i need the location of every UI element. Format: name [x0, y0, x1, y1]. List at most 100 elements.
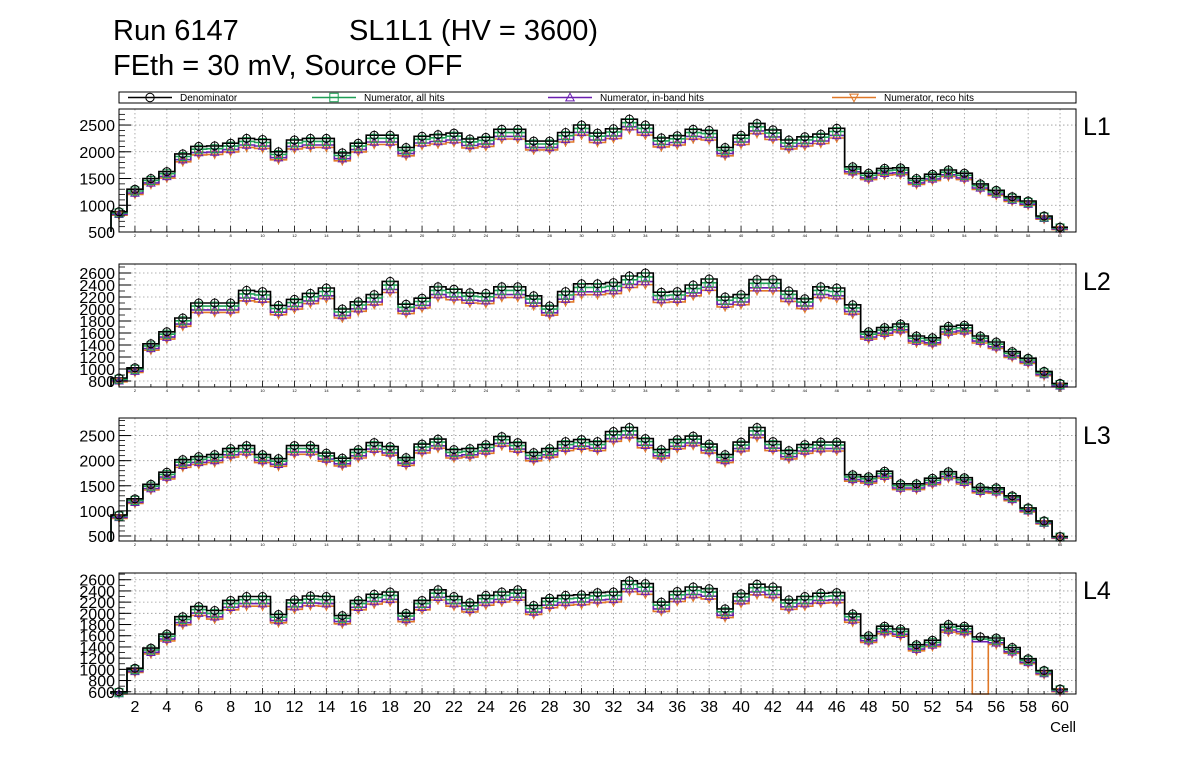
y-tick-label: 500	[88, 529, 115, 546]
data-point-numerator_inband	[911, 336, 922, 345]
data-point-numerator_inband	[177, 617, 188, 627]
data-point-numerator_inband	[927, 639, 938, 649]
x-tick-label: 2	[130, 699, 139, 716]
x-tick-label-small: 58	[1026, 542, 1031, 547]
data-point-denominator	[1023, 196, 1033, 206]
x-tick-label-small: 20	[420, 542, 425, 547]
data-point-denominator	[736, 130, 746, 140]
data-point-numerator_inband	[449, 450, 459, 460]
x-tick-label-small: 16	[356, 542, 361, 547]
data-point-denominator	[912, 479, 921, 489]
x-tick-label-small: 46	[835, 542, 840, 547]
data-point-denominator	[561, 590, 571, 600]
y-tick-label: 1500	[79, 479, 115, 496]
data-point-denominator	[656, 133, 666, 143]
x-tick-label-small: 26	[516, 388, 521, 393]
data-point-denominator	[927, 333, 937, 343]
data-point-numerator_inband	[369, 136, 380, 146]
x-tick-label-small: 20	[420, 388, 425, 393]
data-point-denominator	[577, 590, 587, 600]
y-tick-label: 500	[88, 225, 115, 242]
x-tick-label-small: 12	[292, 233, 297, 238]
data-point-numerator_inband	[784, 451, 794, 461]
x-tick-label-small: 32	[611, 542, 616, 547]
data-point-denominator	[561, 128, 571, 138]
x-tick-label-small: 42	[771, 542, 776, 547]
data-point-numerator_inband	[1007, 195, 1018, 204]
x-tick-label-small: 48	[866, 388, 871, 393]
data-point-denominator	[848, 609, 858, 619]
x-tick-label: 38	[700, 699, 718, 716]
data-point-denominator	[1039, 665, 1049, 675]
data-point-numerator_inband	[130, 366, 140, 375]
series-line-denominator	[110, 580, 1068, 694]
x-tick-label: 34	[636, 699, 654, 716]
data-point-denominator	[880, 163, 890, 173]
x-tick-label-small: 18	[388, 233, 393, 238]
data-point-denominator	[529, 600, 539, 610]
data-point-numerator_inband	[193, 608, 204, 617]
y-tick-label: 1400	[79, 338, 115, 355]
data-point-denominator	[178, 313, 188, 323]
legend-marker-numerator_reco	[848, 93, 860, 103]
x-tick-label-small: 46	[835, 388, 840, 393]
y-tick-label: 2600	[79, 266, 115, 283]
x-tick-label-small: 50	[898, 542, 903, 547]
data-point-denominator	[704, 439, 714, 449]
data-point-denominator	[768, 437, 778, 447]
data-point-denominator	[449, 445, 459, 455]
data-point-numerator_inband	[592, 134, 603, 144]
data-point-numerator_inband	[943, 327, 954, 336]
x-tick-label-small: 48	[866, 233, 871, 238]
data-point-denominator	[289, 441, 299, 451]
x-tick-label-small: 30	[579, 388, 584, 393]
data-point-denominator	[720, 292, 730, 302]
data-point-denominator	[401, 299, 411, 309]
x-tick-label: 52	[924, 699, 942, 716]
data-point-numerator_inband	[672, 137, 683, 147]
data-point-denominator	[433, 130, 443, 140]
data-point-denominator	[1007, 347, 1017, 357]
data-point-numerator_inband	[417, 602, 427, 612]
data-point-denominator	[736, 589, 746, 599]
legend-box	[118, 91, 1077, 104]
x-tick-label-small: 58	[1026, 233, 1031, 238]
data-point-denominator	[848, 162, 858, 172]
x-tick-label-small: 2	[134, 233, 137, 238]
data-point-numerator_inband	[688, 131, 699, 141]
data-point-denominator	[274, 147, 283, 157]
data-point-numerator_inband	[863, 476, 874, 486]
data-point-numerator_inband	[544, 600, 555, 609]
y-tick-label: 800	[88, 374, 115, 391]
data-point-numerator_inband	[257, 598, 268, 608]
y-tick-label: 2500	[79, 429, 115, 446]
data-point-numerator_inband	[656, 139, 667, 149]
x-tick-label-small: 8	[230, 233, 233, 238]
data-point-numerator_inband	[879, 471, 890, 480]
y-tick-label: 2000	[79, 145, 115, 162]
data-point-denominator	[672, 131, 682, 141]
data-point-denominator	[194, 452, 204, 462]
data-point-numerator_inband	[273, 459, 284, 468]
data-point-numerator_inband	[225, 144, 236, 154]
data-point-numerator_inband	[688, 437, 699, 447]
data-point-denominator	[800, 132, 810, 142]
data-point-denominator	[896, 163, 906, 173]
data-point-numerator_inband	[289, 301, 300, 311]
data-point-denominator	[369, 438, 379, 448]
data-point-numerator_inband	[177, 154, 188, 164]
data-point-numerator_inband	[241, 598, 252, 608]
data-point-numerator_inband	[401, 148, 411, 158]
data-point-numerator_inband	[768, 131, 778, 141]
legend-marker-denominator	[145, 92, 155, 103]
data-point-numerator_inband	[209, 147, 220, 156]
legend-label-numerator_reco: Numerator, reco hits	[884, 93, 974, 104]
data-point-denominator	[305, 441, 315, 451]
data-point-denominator	[130, 363, 140, 373]
data-point-denominator	[768, 582, 778, 592]
data-point-denominator	[274, 454, 283, 464]
data-point-denominator	[656, 445, 666, 455]
data-point-denominator	[975, 482, 985, 492]
data-point-denominator	[417, 439, 427, 449]
